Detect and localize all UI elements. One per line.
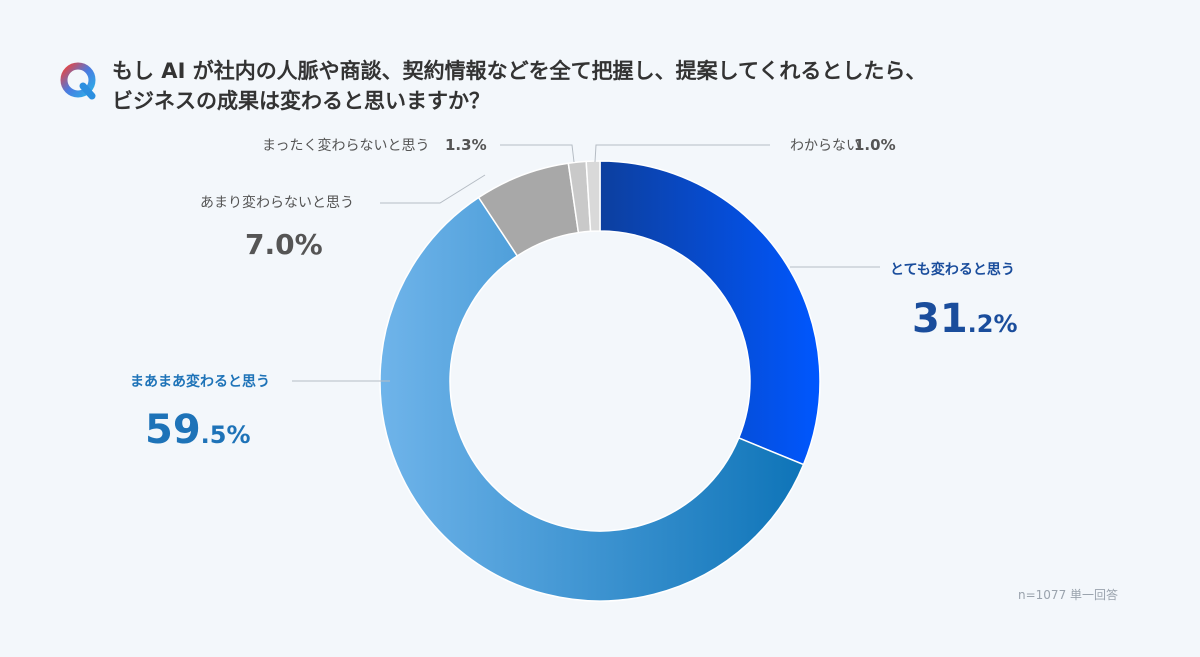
value-amari: 7.0% <box>245 228 323 261</box>
value-wakaranai: 1.0% <box>854 136 896 154</box>
q-badge-icon <box>60 62 96 100</box>
label-maamaa: まあまあ変わると思う <box>130 373 270 390</box>
question-header: もし AI が社内の人脈や商談、契約情報などを全て把握し、提案してくれるとしたら… <box>58 50 1158 120</box>
value-maamaa: 59.5% <box>145 407 251 453</box>
label-amari: あまり変わらないと思う <box>200 194 354 211</box>
leader-wakaranai <box>594 144 770 163</box>
slice-totemo <box>599 160 821 466</box>
question-text: もし AI が社内の人脈や商談、契約情報などを全て把握し、提案してくれるとしたら… <box>112 59 927 113</box>
footnote: n=1077 単一回答 <box>1018 588 1119 602</box>
label-wakaranai: わからない <box>790 138 860 154</box>
label-totemo: とても変わると思う <box>890 261 1015 278</box>
label-mattaku: まったく変わらないと思う <box>262 137 429 154</box>
slice-wakaranai <box>585 160 601 233</box>
value-mattaku: 1.3% <box>445 136 487 154</box>
slice-maamaa <box>379 196 805 602</box>
leader-amari <box>380 174 486 204</box>
value-totemo: 31.2% <box>912 296 1018 342</box>
leader-mattaku <box>500 144 575 163</box>
